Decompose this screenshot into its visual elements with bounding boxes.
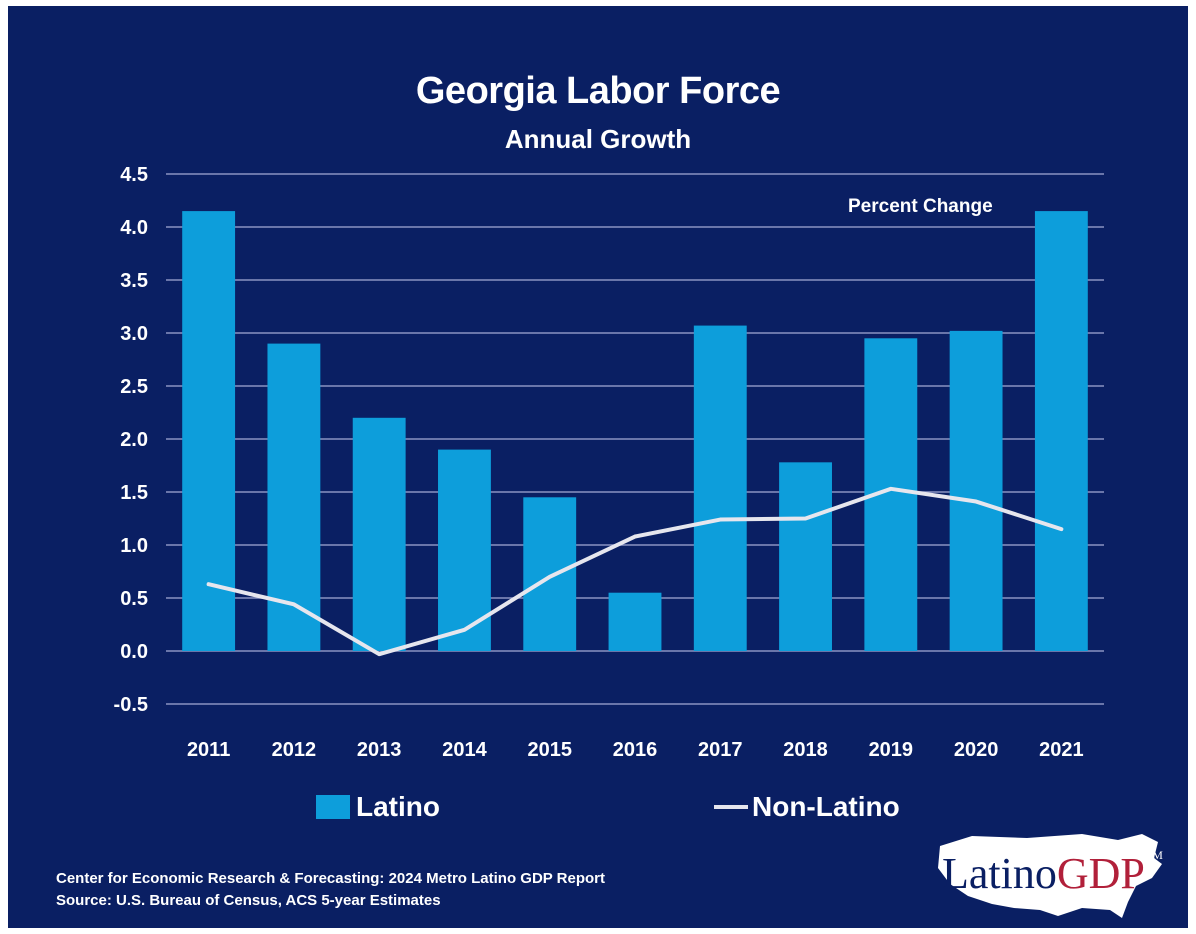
chart-title: Georgia Labor Force	[415, 70, 781, 112]
x-tick-label: 2012	[272, 739, 317, 761]
logo-trademark: TM	[1144, 848, 1163, 862]
y-tick-label: 0.0	[120, 641, 148, 663]
chart-subtitle: Annual Growth	[504, 124, 692, 154]
x-tick-label: 2018	[783, 739, 828, 761]
logo-text: LatinoGDPTM	[942, 848, 1163, 899]
logo-gdp: GDP	[1056, 849, 1145, 898]
bar-latino	[352, 417, 406, 651]
y-tick-label: 4.0	[120, 217, 148, 239]
legend-swatch-latino	[316, 795, 350, 819]
x-tick-label: 2020	[954, 739, 999, 761]
bar-latino	[949, 330, 1003, 651]
y-tick-label: 2.5	[120, 376, 148, 398]
percent-change-annotation: Percent Change	[848, 196, 993, 217]
bar-latino	[438, 449, 491, 651]
x-tick-label: 2016	[613, 739, 658, 761]
bar-latino	[182, 211, 236, 651]
legend-item-latino: Latino	[316, 791, 440, 823]
legend-label-latino: Latino	[356, 791, 440, 822]
legend-label-non-latino: Non-Latino	[752, 791, 900, 822]
latino-gdp-logo: LatinoGDPTM	[932, 824, 1172, 924]
bar-latino	[1034, 211, 1088, 651]
chart-panel: Georgia Labor Force Annual Growth 4.5 4.0…	[8, 6, 1188, 928]
x-tick-label: 2019	[869, 739, 914, 761]
x-tick-label: 2015	[527, 739, 572, 761]
bar-latino	[523, 497, 577, 651]
bar-latino	[608, 592, 662, 651]
x-tick-label: 2014	[442, 739, 487, 761]
y-tick-label: 1.5	[120, 482, 148, 504]
x-tick-label: 2017	[698, 739, 743, 761]
legend-swatch-non-latino	[714, 805, 748, 809]
y-tick-label: -0.5	[114, 694, 148, 716]
x-tick-label: 2021	[1039, 739, 1084, 761]
source-footer: Center for Economic Research & Forecasti…	[56, 868, 605, 912]
logo-latino: Latino	[942, 849, 1057, 898]
y-tick-label: 3.5	[120, 270, 148, 292]
y-tick-label: 3.0	[120, 323, 148, 345]
footer-source-line: Source: U.S. Bureau of Census, ACS 5-yea…	[56, 892, 441, 909]
y-tick-label: 2.0	[120, 429, 148, 451]
x-tick-label: 2013	[357, 739, 402, 761]
bar-latino	[779, 462, 832, 651]
footer-report-line: Center for Economic Research & Forecasti…	[56, 870, 606, 887]
usa-map-icon	[938, 834, 1162, 918]
y-tick-label: 4.5	[120, 164, 148, 186]
y-tick-label: 0.5	[120, 588, 148, 610]
bar-latino	[693, 325, 747, 651]
legend-item-non-latino: Non-Latino	[714, 791, 900, 823]
chart-canvas: 4.5 4.0 3.5 3.0 2.5 2.0 1.5 1.0 0.5 0.0 -0.5 2011 2…	[114, 164, 1104, 761]
y-tick-label: 1.0	[120, 535, 148, 557]
x-tick-label: 2011	[187, 739, 230, 761]
